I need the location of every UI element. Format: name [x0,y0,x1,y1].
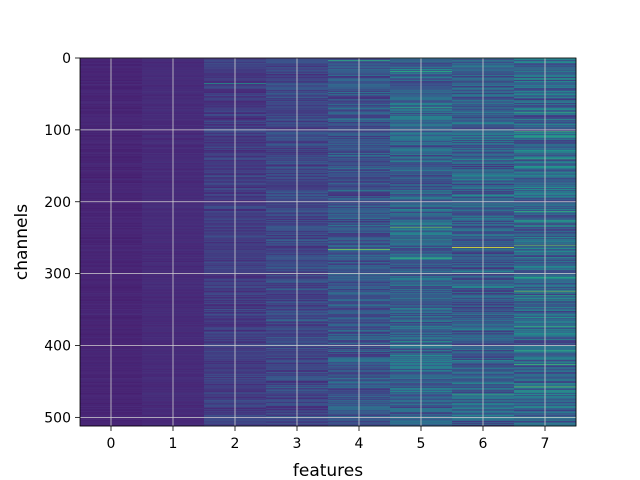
x-tick-label: 4 [355,436,364,452]
y-axis-ticks: 0 100 200 300 400 500 [44,51,80,426]
x-tick-label: 5 [417,436,426,452]
y-tick-label: 400 [44,339,71,355]
y-axis-label: channels [12,204,32,280]
y-tick-label: 500 [44,410,71,426]
y-tick-label: 100 [44,123,71,139]
heatmap-cells [80,58,577,427]
grid-lines [80,57,576,426]
x-tick-label: 3 [293,436,302,452]
plot-frame [79,57,577,427]
x-axis-label: features [293,461,363,480]
x-tick-label: 1 [169,436,178,452]
x-tick-label: 7 [541,436,550,452]
y-tick-label: 200 [44,195,71,211]
x-axis-ticks: 0 1 2 3 4 5 6 7 [107,426,550,452]
y-tick-label: 0 [62,51,71,67]
x-tick-label: 0 [107,436,116,452]
x-tick-label: 6 [479,436,488,452]
x-tick-label: 2 [231,436,240,452]
y-tick-label: 300 [44,267,71,283]
